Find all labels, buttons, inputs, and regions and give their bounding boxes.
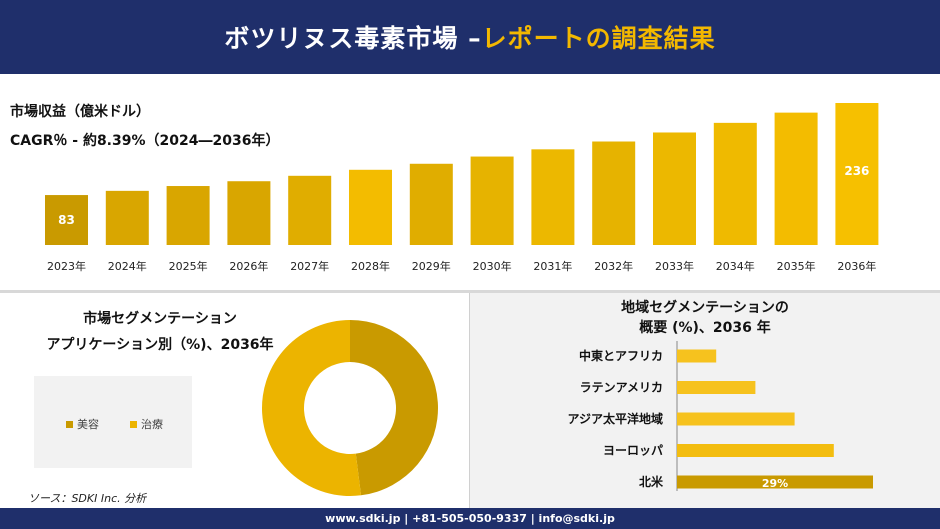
application-title-line2: アプリケーション別（%)、2036年 bbox=[46, 337, 274, 353]
revenue-bar bbox=[288, 175, 332, 245]
bar-data-label: 236 bbox=[844, 164, 869, 178]
legend-label-therapeutic: 治療 bbox=[141, 418, 163, 431]
report-title-main: ボツリヌス毒素市場 – bbox=[224, 24, 482, 53]
donut-legend: 美容 治療 bbox=[34, 376, 192, 468]
revenue-bar bbox=[531, 149, 575, 245]
report-title: ボツリヌス毒素市場 –レポートの調査結果 bbox=[224, 19, 715, 55]
revenue-bar bbox=[45, 195, 88, 245]
donut-slice bbox=[262, 320, 362, 496]
year-tick-label: 2023年 bbox=[47, 259, 86, 273]
year-tick-label: 2029年 bbox=[412, 259, 451, 273]
revenue-bar bbox=[166, 186, 210, 245]
bar-data-label: 83 bbox=[58, 213, 75, 227]
year-tick-label: 2025年 bbox=[169, 259, 208, 273]
region-category-label: 北米 bbox=[639, 474, 664, 489]
legend-item-therapeutic: 治療 bbox=[130, 416, 163, 432]
revenue-bar bbox=[653, 132, 696, 245]
year-tick-label: 2034年 bbox=[716, 259, 755, 273]
region-bar bbox=[677, 381, 756, 394]
year-tick-label: 2036年 bbox=[837, 259, 876, 273]
footer-contact: www.sdki.jp | +81-505-050-9337 | info@sd… bbox=[325, 512, 615, 525]
revenue-bar bbox=[105, 190, 149, 245]
region-title-line2: 概要 (%)、2036 年 bbox=[639, 320, 771, 336]
region-data-label: 29% bbox=[762, 477, 788, 490]
region-bar bbox=[677, 444, 834, 457]
legend-label-cosmetic: 美容 bbox=[77, 418, 99, 431]
legend-swatch-cosmetic bbox=[66, 420, 73, 428]
revenue-panel: 市場収益（億米ドル） CAGR％ - 約8.39%（2024―2036年） 20… bbox=[0, 74, 940, 290]
region-category-label: ヨーロッパ bbox=[603, 444, 663, 458]
revenue-bar bbox=[592, 141, 636, 245]
region-category-label: 中東とアフリカ bbox=[579, 348, 663, 363]
region-bar bbox=[677, 475, 873, 489]
year-tick-label: 2028年 bbox=[351, 259, 390, 273]
year-tick-label: 2031年 bbox=[533, 259, 572, 273]
year-tick-label: 2024年 bbox=[108, 259, 147, 273]
year-tick-label: 2030年 bbox=[473, 259, 512, 273]
source-note: ソース：SDKI Inc. 分析 bbox=[28, 492, 147, 505]
report-title-accent: レポートの調査結果 bbox=[481, 24, 716, 53]
region-bar bbox=[677, 412, 795, 426]
section-divider bbox=[0, 290, 940, 293]
year-tick-label: 2032年 bbox=[594, 259, 633, 273]
region-bar bbox=[677, 349, 717, 363]
region-segment-panel: 地域セグメンテーションの 概要 (%)、2036 年 中東とアフリカ ラテンアメリ… bbox=[470, 293, 940, 508]
revenue-bar bbox=[835, 103, 879, 245]
donut-slice bbox=[350, 320, 439, 496]
revenue-bar bbox=[774, 112, 818, 245]
metric-label: 市場収益（億米ドル） bbox=[10, 104, 150, 120]
revenue-bar bbox=[409, 163, 453, 245]
revenue-bar-chart: 2023年 83 2024年 2025年 2026年 2027年 2028年 2029年 203… bbox=[45, 103, 879, 273]
panel-divider bbox=[469, 293, 470, 508]
header-banner: ボツリヌス毒素市場 –レポートの調査結果 bbox=[0, 0, 940, 74]
year-tick-label: 2035年 bbox=[777, 259, 816, 273]
revenue-bar bbox=[227, 181, 271, 245]
application-donut-chart bbox=[262, 320, 439, 496]
cagr-label: CAGR％ - 約8.39%（2024―2036年） bbox=[10, 133, 280, 149]
revenue-bar bbox=[349, 169, 392, 245]
region-category-label: ラテンアメリカ bbox=[580, 381, 663, 395]
legend-item-cosmetic: 美容 bbox=[66, 416, 99, 432]
revenue-bar bbox=[470, 156, 514, 245]
region-title-line1: 地域セグメンテーションの bbox=[621, 300, 789, 316]
year-tick-label: 2026年 bbox=[229, 259, 268, 273]
year-tick-label: 2033年 bbox=[655, 259, 694, 273]
year-tick-label: 2027年 bbox=[290, 259, 329, 273]
region-category-label: アジア太平洋地域 bbox=[567, 411, 663, 426]
application-title-line1: 市場セグメンテーション bbox=[83, 311, 237, 327]
legend-swatch-therapeutic bbox=[130, 420, 137, 428]
revenue-bar bbox=[713, 122, 757, 245]
footer-bar: www.sdki.jp | +81-505-050-9337 | info@sd… bbox=[0, 508, 940, 529]
application-segment-panel: 市場セグメンテーション アプリケーション別（%)、2036年 美容 治療 ソース… bbox=[0, 293, 470, 508]
